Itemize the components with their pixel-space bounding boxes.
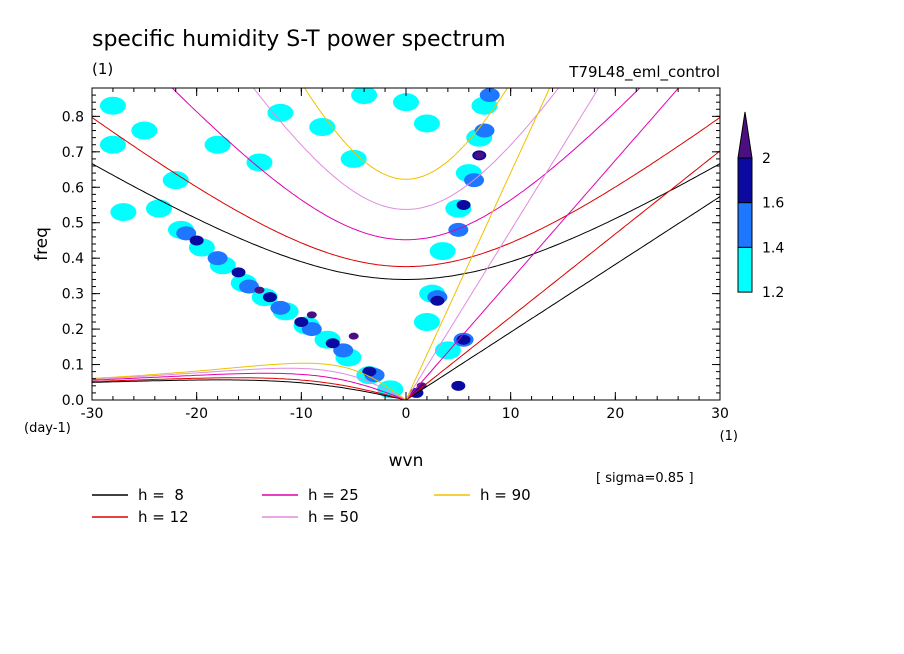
legend-label: h = 8 — [138, 486, 184, 504]
contour-blob — [429, 242, 456, 261]
contour-blob — [204, 135, 231, 154]
contour-blob — [456, 334, 471, 345]
contour-blob — [333, 343, 354, 358]
dispersion-curve — [92, 377, 407, 400]
dispersion-curve — [92, 379, 407, 400]
contour-blob — [306, 311, 317, 319]
x-tick-label: 30 — [711, 406, 729, 422]
colorbar: 2 1.6 1.4 1.2 — [737, 111, 784, 301]
contour-blob — [413, 313, 440, 331]
dispersion-curve — [405, 150, 720, 400]
contour-blob — [110, 203, 137, 222]
colorbar-label: 1.2 — [762, 285, 784, 301]
legend-label: h = 90 — [480, 486, 531, 504]
legend-label: h = 50 — [308, 508, 359, 526]
dispersion-curve — [405, 88, 551, 400]
contour-blob — [430, 295, 445, 306]
x-axis: -30 -20 -10 0 10 20 30 — [81, 88, 729, 422]
contour-blob — [474, 151, 485, 159]
dispersion-curve — [303, 88, 509, 180]
dispersion-curve — [92, 362, 407, 400]
y-tick-label: 0.8 — [62, 109, 84, 125]
contour-blob — [301, 322, 322, 337]
contour-blob — [309, 118, 336, 136]
contour-blob — [393, 93, 419, 112]
y-tick-label: 0.5 — [62, 216, 84, 232]
contour-blob — [131, 121, 158, 140]
contour-blob — [362, 366, 377, 377]
chart-subtitle-right: T79L48_eml_control — [568, 63, 720, 82]
contour-blob — [176, 226, 197, 241]
x-tick-label: -10 — [290, 406, 313, 422]
contour-blob — [434, 341, 461, 360]
y-tick-label: 0.1 — [62, 358, 84, 374]
contour-blob — [246, 153, 273, 172]
y-axis-unit: (day-1) — [24, 421, 71, 436]
chart-title: specific humidity S-T power spectrum — [92, 27, 506, 52]
contour-blob — [99, 96, 126, 115]
contour-blob — [231, 267, 246, 278]
contour-blob — [267, 103, 294, 122]
y-tick-label: 0.2 — [62, 322, 84, 338]
contour-blob — [239, 279, 259, 294]
dispersion-curve — [405, 196, 720, 400]
legend-label: h = 25 — [308, 486, 359, 504]
colorbar-label: 1.6 — [762, 196, 784, 212]
colorbar-label: 1.4 — [762, 240, 784, 256]
chart-subtitle-left: (1) — [92, 60, 113, 78]
contour-blob — [479, 88, 500, 103]
dispersion-curve — [92, 372, 407, 400]
contour-blob — [348, 332, 359, 340]
contour-fill-layer — [99, 88, 500, 399]
legend: h = 8 h = 12 h = 25 h = 50 h = 90 — [92, 486, 531, 526]
plot-frame — [91, 87, 721, 401]
dispersion-curve — [405, 88, 600, 400]
contour-blob — [189, 235, 204, 246]
dispersion-curve — [92, 367, 407, 400]
x-axis-unit: (1) — [720, 429, 738, 444]
y-tick-label: 0.0 — [62, 393, 84, 409]
colorbar-segment — [737, 157, 753, 204]
dispersion-curve — [171, 88, 641, 241]
legend-label: h = 12 — [138, 508, 189, 526]
contour-blob — [294, 317, 309, 327]
colorbar-label: 2 — [762, 151, 771, 167]
colorbar-segment — [737, 202, 753, 248]
contour-blob — [456, 200, 471, 210]
dispersion-curve — [252, 88, 560, 210]
x-tick-label: -30 — [81, 406, 104, 422]
x-tick-label: -20 — [185, 406, 208, 422]
contour-blob — [413, 114, 440, 133]
contour-blob — [254, 286, 265, 294]
y-tick-label: 0.7 — [62, 145, 84, 161]
x-tick-label: 0 — [402, 406, 411, 422]
contour-blob — [270, 300, 291, 315]
contour-blob — [262, 292, 277, 303]
y-tick-label: 0.3 — [62, 287, 84, 303]
colorbar-arrow — [737, 111, 753, 159]
dispersion-curve — [92, 116, 720, 268]
x-tick-label: 20 — [606, 406, 624, 422]
contour-blob — [351, 88, 378, 105]
colorbar-segment — [737, 246, 753, 293]
contour-blob — [325, 338, 340, 349]
contour-blob — [451, 380, 466, 391]
contour-blob — [162, 171, 189, 190]
contour-blob — [207, 251, 228, 266]
dispersion-curve — [92, 163, 720, 280]
contour-blob — [340, 149, 367, 168]
y-tick-label: 0.6 — [62, 180, 84, 196]
y-tick-label: 0.4 — [62, 251, 84, 267]
x-axis-label: wvn — [389, 451, 424, 471]
contour-blob — [99, 135, 126, 154]
contour-blob — [145, 199, 172, 218]
x-tick-label: 10 — [502, 406, 520, 422]
contour-blob — [448, 222, 469, 237]
y-axis-label: freq — [32, 227, 52, 261]
dispersion-curve — [405, 88, 680, 400]
dispersion-curves — [92, 88, 720, 400]
sigma-annotation: [ sigma=0.85 ] — [596, 471, 694, 486]
y-axis: 0.0 0.1 0.2 0.3 0.4 0.5 0.6 0.7 0.8 — [62, 94, 720, 409]
